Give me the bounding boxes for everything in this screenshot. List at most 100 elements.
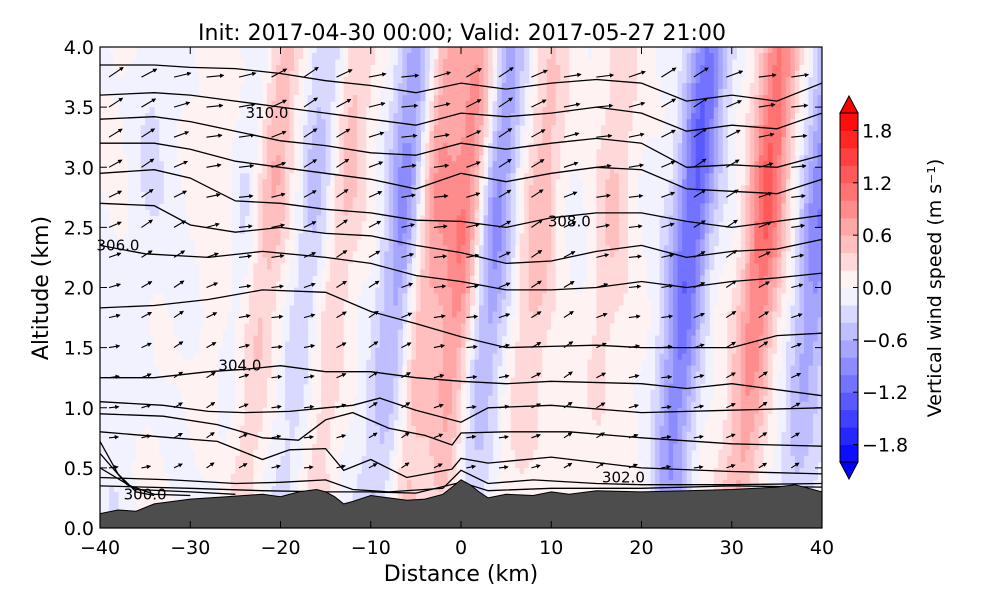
wind-cell bbox=[461, 209, 467, 216]
wind-cell bbox=[406, 143, 412, 150]
wind-cell bbox=[497, 209, 503, 216]
wind-cell bbox=[140, 179, 146, 186]
wind-cell bbox=[393, 269, 399, 277]
wind-cell bbox=[528, 263, 534, 271]
wind-cell bbox=[677, 227, 683, 234]
wind-cell bbox=[343, 269, 349, 277]
wind-cell bbox=[343, 77, 349, 84]
wind-cell bbox=[262, 167, 268, 174]
wind-cell bbox=[695, 167, 701, 174]
wind-cell bbox=[533, 125, 539, 132]
wind-cell bbox=[664, 221, 670, 228]
wind-cell bbox=[632, 185, 638, 192]
wind-cell bbox=[749, 245, 755, 253]
wind-cell bbox=[731, 275, 737, 283]
wind-cell bbox=[686, 275, 692, 283]
wind-cell bbox=[411, 149, 417, 156]
wind-cell bbox=[510, 59, 516, 66]
wind-cell bbox=[812, 77, 819, 84]
wind-cell bbox=[181, 155, 187, 162]
wind-cell bbox=[411, 101, 417, 108]
wind-cell bbox=[393, 221, 399, 228]
wind-cell bbox=[352, 173, 358, 180]
wind-cell bbox=[767, 269, 773, 277]
wind-cell bbox=[298, 101, 304, 108]
wind-cell bbox=[596, 155, 602, 162]
wind-cell bbox=[691, 179, 697, 186]
wind-cell bbox=[438, 263, 444, 271]
wind-cell bbox=[794, 245, 801, 253]
wind-cell bbox=[551, 251, 557, 259]
wind-cell bbox=[776, 149, 782, 156]
wind-cell bbox=[691, 161, 697, 168]
wind-cell bbox=[578, 119, 584, 126]
wind-cell bbox=[190, 125, 196, 132]
wind-cell bbox=[560, 65, 566, 72]
wind-cell bbox=[587, 137, 593, 144]
wind-cell bbox=[190, 233, 196, 240]
wind-cell bbox=[479, 47, 485, 54]
wind-cell bbox=[384, 143, 390, 150]
wind-cell bbox=[596, 161, 602, 168]
wind-cell bbox=[370, 191, 376, 198]
wind-cell bbox=[510, 47, 516, 54]
wind-cell bbox=[799, 275, 805, 283]
wind-cell bbox=[379, 275, 385, 283]
wind-cell bbox=[506, 161, 512, 168]
wind-cell bbox=[488, 107, 494, 114]
wind-cell bbox=[718, 275, 724, 283]
wind-cell bbox=[497, 185, 503, 192]
wind-cell bbox=[488, 275, 494, 283]
wind-cell bbox=[627, 101, 634, 108]
wind-cell bbox=[339, 125, 345, 132]
wind-cell bbox=[799, 107, 805, 114]
wind-cell bbox=[109, 203, 115, 210]
wind-cell bbox=[154, 197, 160, 204]
wind-cell bbox=[357, 269, 363, 277]
wind-cell bbox=[343, 251, 349, 259]
wind-cell bbox=[582, 155, 588, 162]
wind-cell bbox=[257, 149, 264, 156]
wind-cell bbox=[767, 155, 773, 162]
wind-cell bbox=[677, 275, 683, 283]
wind-cell bbox=[451, 215, 458, 222]
wind-cell bbox=[429, 77, 435, 84]
wind-cell bbox=[339, 227, 345, 234]
wind-cell bbox=[217, 173, 223, 180]
wind-cell bbox=[352, 161, 358, 168]
wind-cell bbox=[785, 137, 792, 144]
wind-cell bbox=[650, 125, 656, 132]
wind-cell bbox=[560, 95, 566, 102]
wind-cell bbox=[673, 263, 679, 271]
wind-cell bbox=[406, 113, 412, 120]
wind-cell bbox=[686, 59, 692, 66]
wind-cell bbox=[330, 281, 336, 289]
wind-cell bbox=[294, 83, 300, 90]
wind-cell bbox=[542, 203, 548, 210]
wind-cell bbox=[497, 179, 503, 186]
wind-cell bbox=[212, 287, 218, 295]
wind-cell bbox=[433, 209, 440, 216]
wind-cell bbox=[501, 53, 507, 60]
wind-cell bbox=[600, 263, 606, 271]
wind-cell bbox=[555, 233, 561, 240]
wind-cell bbox=[614, 263, 620, 271]
wind-cell bbox=[542, 137, 548, 144]
wind-cell bbox=[632, 125, 638, 132]
wind-cell bbox=[208, 227, 214, 234]
wind-cell bbox=[370, 155, 376, 162]
wind-cell bbox=[361, 101, 367, 108]
wind-cell bbox=[817, 125, 822, 132]
wind-cell bbox=[275, 83, 282, 90]
wind-cell bbox=[334, 149, 340, 156]
wind-cell bbox=[212, 149, 218, 156]
wind-cell bbox=[474, 53, 480, 60]
wind-cell bbox=[614, 101, 620, 108]
wind-cell bbox=[745, 131, 751, 138]
wind-cell bbox=[600, 257, 606, 265]
wind-cell bbox=[659, 269, 665, 277]
wind-cell bbox=[700, 209, 706, 216]
wind-cell bbox=[433, 233, 440, 240]
wind-cell bbox=[596, 251, 602, 259]
wind-cell bbox=[109, 161, 115, 168]
